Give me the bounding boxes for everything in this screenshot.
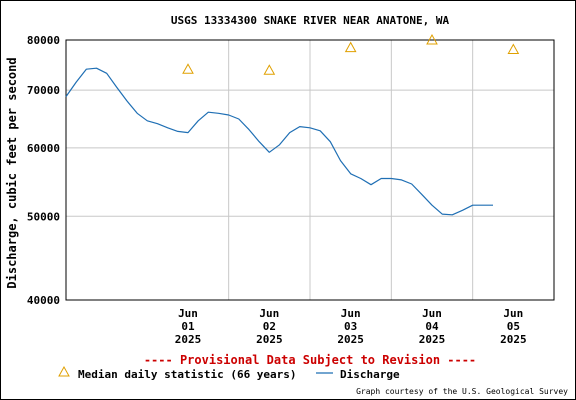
- median-marker: [182, 63, 194, 74]
- x-tick-label: 2025: [256, 333, 283, 346]
- provisional-notice: ---- Provisional Data Subject to Revisio…: [144, 353, 476, 367]
- y-tick-label: 60000: [27, 142, 60, 155]
- median-marker: [344, 41, 357, 53]
- legend-median-marker: [58, 365, 70, 377]
- x-tick-label: 01: [181, 320, 195, 333]
- y-tick-label: 50000: [27, 210, 60, 223]
- series-layer: [65, 33, 520, 216]
- x-tick-label: Jun: [178, 307, 198, 320]
- legend: Median daily statistic (66 years) Discha…: [58, 365, 400, 381]
- chart-title: USGS 13334300 SNAKE RIVER NEAR ANATONE, …: [171, 14, 450, 27]
- legend-median-label: Median daily statistic (66 years): [78, 368, 297, 381]
- x-tick-label: Jun: [341, 307, 361, 320]
- x-tick-label: Jun: [259, 307, 279, 320]
- x-tick-label: 2025: [419, 333, 446, 346]
- x-tick-label: 04: [425, 320, 439, 333]
- x-tick-label: 2025: [337, 333, 364, 346]
- median-marker: [263, 64, 276, 75]
- x-tick-label: 03: [344, 320, 357, 333]
- y-tick-label: 70000: [27, 84, 60, 97]
- x-tick-label: Jun: [422, 307, 442, 320]
- median-marker: [507, 43, 520, 54]
- x-tick-label: 2025: [175, 333, 202, 346]
- x-axis-ticks: Jun012025Jun022025Jun032025Jun042025Jun0…: [175, 307, 527, 346]
- discharge-line: [65, 67, 493, 216]
- grid-lines: [66, 40, 554, 300]
- x-tick-label: 2025: [500, 333, 527, 346]
- y-axis-label: Discharge, cubic feet per second: [5, 57, 19, 288]
- graph-credit: Graph courtesy of the U.S. Geological Su…: [356, 387, 568, 396]
- x-tick-label: Jun: [503, 307, 523, 320]
- y-axis-ticks: 40000 50000 60000 70000 80000: [27, 34, 60, 307]
- y-tick-label: 40000: [27, 294, 60, 307]
- legend-discharge-label: Discharge: [340, 368, 400, 381]
- plot-area: [65, 39, 555, 301]
- y-tick-label: 80000: [27, 34, 60, 47]
- median-marker: [426, 33, 438, 45]
- x-tick-label: 02: [263, 320, 276, 333]
- x-tick-label: 05: [507, 320, 520, 333]
